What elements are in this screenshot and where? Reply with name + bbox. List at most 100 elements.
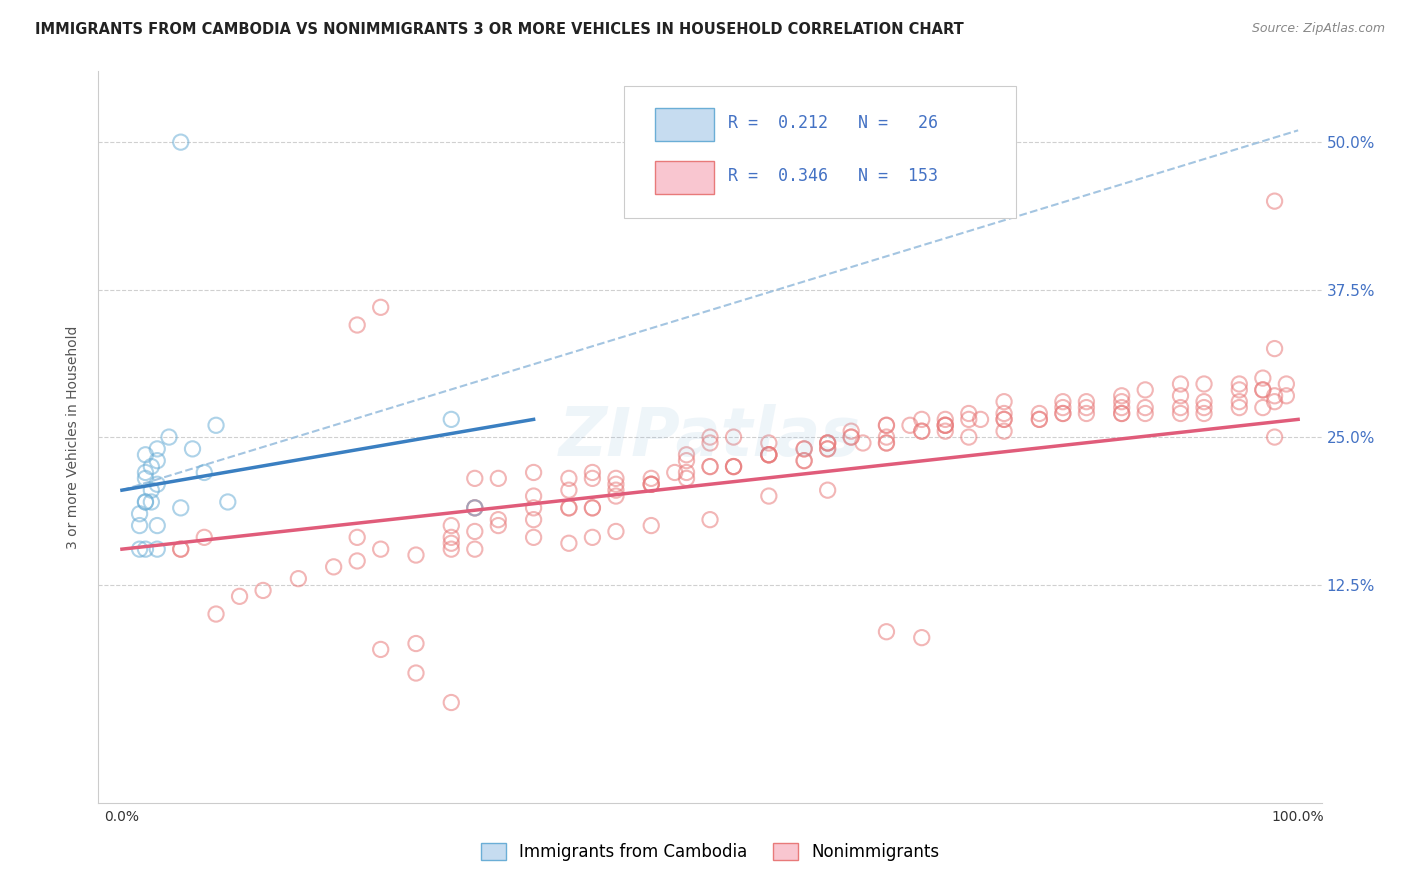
Point <box>640 471 662 485</box>
Point <box>934 418 956 433</box>
Point <box>675 453 697 467</box>
Point <box>817 436 839 450</box>
Point <box>1227 394 1250 409</box>
Point <box>1111 407 1133 421</box>
Point <box>839 430 862 444</box>
Point <box>699 459 721 474</box>
Text: Source: ZipAtlas.com: Source: ZipAtlas.com <box>1251 22 1385 36</box>
Point <box>1052 407 1074 421</box>
Point <box>758 448 780 462</box>
Point <box>134 495 156 509</box>
Point <box>957 412 980 426</box>
Point <box>817 436 839 450</box>
Point <box>146 518 169 533</box>
Point <box>523 489 546 503</box>
Point <box>440 696 463 710</box>
Point <box>558 500 581 515</box>
Point <box>640 477 662 491</box>
Point <box>523 500 546 515</box>
Point <box>875 436 897 450</box>
Point <box>134 495 156 509</box>
Point <box>934 424 956 438</box>
Point <box>898 418 921 433</box>
Point <box>128 542 150 557</box>
Point <box>322 559 344 574</box>
Point <box>146 453 169 467</box>
Point <box>346 318 368 332</box>
Point <box>875 624 897 639</box>
Point <box>605 483 627 498</box>
Point <box>581 500 603 515</box>
Point <box>605 489 627 503</box>
Point <box>252 583 274 598</box>
Point <box>605 524 627 539</box>
Point <box>146 542 169 557</box>
Point <box>217 495 239 509</box>
Point <box>817 442 839 456</box>
Point <box>875 436 897 450</box>
Point <box>558 500 581 515</box>
Point <box>193 466 215 480</box>
Legend: Immigrants from Cambodia, Nonimmigrants: Immigrants from Cambodia, Nonimmigrants <box>474 836 946 868</box>
Point <box>581 500 603 515</box>
Point <box>793 453 815 467</box>
Point <box>523 466 546 480</box>
Point <box>128 518 150 533</box>
Point <box>993 424 1015 438</box>
Point <box>134 448 156 462</box>
Point <box>486 471 509 485</box>
Point <box>1192 407 1215 421</box>
Point <box>558 471 581 485</box>
Point <box>852 436 875 450</box>
Text: IMMIGRANTS FROM CAMBODIA VS NONIMMIGRANTS 3 OR MORE VEHICLES IN HOUSEHOLD CORREL: IMMIGRANTS FROM CAMBODIA VS NONIMMIGRANT… <box>35 22 965 37</box>
Point <box>464 500 486 515</box>
Point <box>181 442 204 456</box>
Point <box>558 536 581 550</box>
Point <box>793 453 815 467</box>
Point <box>1028 407 1050 421</box>
Point <box>1111 407 1133 421</box>
Point <box>405 548 427 562</box>
Point <box>370 542 392 557</box>
Point <box>1251 371 1274 385</box>
Point <box>640 518 662 533</box>
Point <box>699 430 721 444</box>
Point <box>758 448 780 462</box>
Point <box>205 418 228 433</box>
Point <box>134 542 156 557</box>
Point <box>911 424 934 438</box>
Point <box>911 424 934 438</box>
Point <box>793 442 815 456</box>
Point <box>1170 376 1192 391</box>
Point <box>1227 383 1250 397</box>
Point <box>1111 389 1133 403</box>
Point <box>1264 430 1286 444</box>
Point <box>581 466 603 480</box>
Point <box>1275 376 1298 391</box>
Point <box>1251 401 1274 415</box>
Point <box>170 500 193 515</box>
Point <box>1251 383 1274 397</box>
Point <box>758 448 780 462</box>
Point <box>1111 401 1133 415</box>
Point <box>146 442 169 456</box>
Text: ZIPatlas: ZIPatlas <box>560 404 860 470</box>
Point <box>440 530 463 544</box>
Point <box>875 418 897 433</box>
Point <box>911 412 934 426</box>
Point <box>346 554 368 568</box>
Point <box>193 530 215 544</box>
Point <box>170 542 193 557</box>
Point <box>134 471 156 485</box>
Point <box>1170 401 1192 415</box>
Point <box>934 412 956 426</box>
Point <box>699 436 721 450</box>
Point <box>793 442 815 456</box>
Point <box>1192 376 1215 391</box>
Point <box>128 507 150 521</box>
Point <box>817 442 839 456</box>
Point <box>1192 401 1215 415</box>
FancyBboxPatch shape <box>655 161 714 194</box>
Point <box>934 418 956 433</box>
Point <box>1264 389 1286 403</box>
